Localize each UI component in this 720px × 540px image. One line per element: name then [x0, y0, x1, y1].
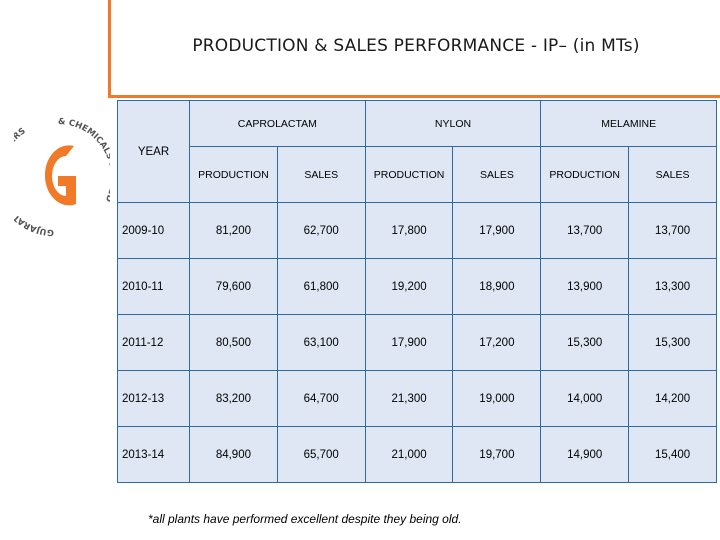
value-cell: 17,900: [452, 202, 542, 259]
value-cell: 17,800: [364, 202, 454, 259]
group-caprolactam: CAPROLACTAM: [189, 100, 366, 147]
sub-header: SALES: [628, 146, 717, 203]
gsfc-logo: GUJARAT STATE FERTILIZERS & CHEMICALS LI…: [14, 117, 110, 237]
value-cell: 84,900: [189, 426, 278, 483]
value-cell: 13,300: [628, 258, 717, 315]
year-cell: 2012-13: [117, 370, 190, 427]
value-cell: 19,700: [452, 426, 542, 483]
sub-header-row: PRODUCTION SALES PRODUCTION SALES PRODUC…: [117, 146, 717, 203]
page-title: PRODUCTION & SALES PERFORMANCE - IP– (in…: [192, 36, 640, 56]
value-cell: 80,500: [189, 314, 278, 371]
value-cell: 13,700: [540, 202, 630, 259]
value-cell: 21,000: [364, 426, 454, 483]
value-cell: 15,300: [628, 314, 717, 371]
sub-header: SALES: [276, 146, 366, 203]
performance-table: YEAR CAPROLACTAM NYLON MELAMINE PRODUCTI…: [117, 100, 717, 483]
year-cell: 2009-10: [117, 202, 190, 259]
value-cell: 61,800: [276, 258, 366, 315]
value-cell: 15,300: [540, 314, 630, 371]
value-cell: 81,200: [189, 202, 278, 259]
value-cell: 14,200: [628, 370, 717, 427]
value-cell: 19,000: [452, 370, 542, 427]
value-cell: 15,400: [628, 426, 717, 483]
group-header-row: YEAR CAPROLACTAM NYLON MELAMINE: [117, 100, 717, 203]
value-cell: 79,600: [189, 258, 278, 315]
group-nylon: NYLON: [364, 100, 542, 147]
svg-text:& CHEMICALS LIMITED: & CHEMICALS LIMITED: [58, 117, 110, 203]
value-cell: 21,300: [364, 370, 454, 427]
value-cell: 64,700: [276, 370, 366, 427]
sub-header: PRODUCTION: [364, 146, 454, 203]
year-header: YEAR: [117, 100, 190, 203]
group-melamine: MELAMINE: [540, 100, 717, 147]
value-cell: 65,700: [276, 426, 366, 483]
table-row: 2010-11 79,600 61,800 19,200 18,900 13,9…: [117, 258, 717, 315]
sub-header: PRODUCTION: [189, 146, 278, 203]
value-cell: 19,200: [364, 258, 454, 315]
table-row: 2012-13 83,200 64,700 21,300 19,000 14,0…: [117, 370, 717, 427]
value-cell: 18,900: [452, 258, 542, 315]
value-cell: 62,700: [276, 202, 366, 259]
value-cell: 14,000: [540, 370, 630, 427]
footnote: *all plants have performed excellent des…: [148, 512, 462, 526]
value-cell: 17,900: [364, 314, 454, 371]
year-cell: 2013-14: [117, 426, 190, 483]
year-cell: 2011-12: [117, 314, 190, 371]
value-cell: 17,200: [452, 314, 542, 371]
value-cell: 13,700: [628, 202, 717, 259]
value-cell: 13,900: [540, 258, 630, 315]
value-cell: 14,900: [540, 426, 630, 483]
sub-header: SALES: [452, 146, 542, 203]
table-row: 2009-10 81,200 62,700 17,800 17,900 13,7…: [117, 202, 717, 259]
table-row: 2011-12 80,500 63,100 17,900 17,200 15,3…: [117, 314, 717, 371]
table-row: 2013-14 84,900 65,700 21,000 19,700 14,9…: [117, 426, 717, 483]
value-cell: 63,100: [276, 314, 366, 371]
title-frame: [108, 0, 720, 98]
value-cell: 83,200: [189, 370, 278, 427]
sub-header: PRODUCTION: [540, 146, 630, 203]
year-cell: 2010-11: [117, 258, 190, 315]
